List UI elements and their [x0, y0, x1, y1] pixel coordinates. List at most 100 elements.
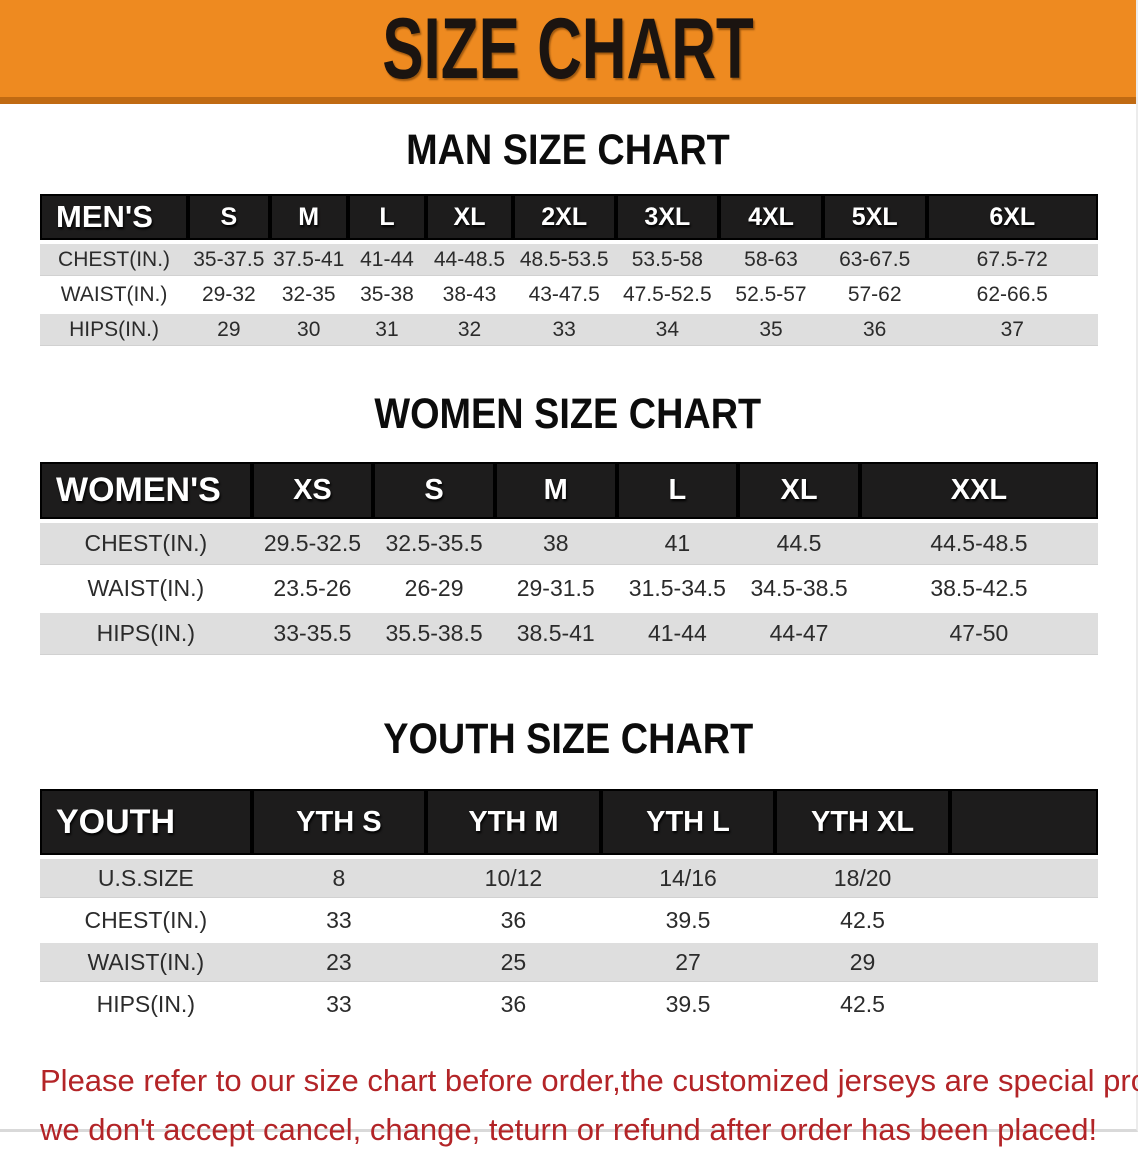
- women-column-header: S: [373, 462, 495, 519]
- size-cell: 35: [719, 314, 823, 345]
- row-label: U.S.SIZE: [40, 859, 252, 897]
- size-cell: 41-44: [616, 613, 739, 654]
- size-cell: 29: [775, 943, 950, 981]
- size-cell: 62-66.5: [976, 282, 1048, 306]
- men-header-row: MEN'S S M L XL 2XL 3XL 4XL 5XL 6XL: [40, 194, 1098, 240]
- youth-column-header: YTH L: [600, 789, 776, 855]
- men-waist-row: WAIST(IN.) 29-32 32-35 35-38 38-43 43-47…: [40, 279, 1098, 310]
- size-cell: 32-35: [281, 282, 336, 306]
- size-cell: 63-67.5: [822, 244, 927, 275]
- size-cell: 44.5-48.5: [859, 523, 1098, 564]
- size-cell: 47.5-52.5: [622, 282, 712, 306]
- size-cell: 34: [615, 314, 720, 345]
- women-header-label: WOMEN'S: [40, 462, 252, 519]
- men-chest-row: CHEST(IN.) 35-37.5 37.5-41 41-44 44-48.5…: [40, 244, 1098, 275]
- size-cell: 44.5: [738, 523, 860, 564]
- size-cell: 35-37.5: [188, 244, 270, 275]
- size-cell: 38.5-42.5: [930, 575, 1028, 601]
- size-cell: 39.5: [665, 990, 711, 1017]
- size-cell: 38.5-41: [494, 613, 617, 654]
- size-cell: 53.5-58: [615, 244, 720, 275]
- men-column-header: 5XL: [822, 194, 927, 240]
- women-section-title: WOMEN SIZE CHART: [0, 393, 1136, 436]
- size-cell: 34.5-38.5: [750, 575, 848, 601]
- women-size-table: WOMEN'S XS S M L XL XXL CHEST(IN.) 29.5-…: [40, 458, 1098, 658]
- women-column-header: M: [494, 462, 617, 519]
- youth-column-header: YTH XL: [775, 789, 950, 855]
- row-label: CHEST(IN.): [84, 906, 208, 933]
- disclaimer-line-2: we don't accept cancel, change, teturn o…: [40, 1111, 1098, 1147]
- men-column-header: S: [188, 194, 270, 240]
- filler-cell: [949, 859, 1098, 897]
- men-column-header: 2XL: [512, 194, 616, 240]
- women-section-title-text: WOMEN SIZE CHART: [374, 390, 762, 438]
- size-cell: 26-29: [404, 575, 464, 601]
- size-cell: 23.5-26: [273, 575, 352, 601]
- men-size-table: MEN'S S M L XL 2XL 3XL 4XL 5XL 6XL CHEST…: [40, 190, 1098, 349]
- size-chart-banner: SIZE CHART: [0, 0, 1136, 104]
- disclaimer-line-1: Please refer to our size chart before or…: [40, 1063, 1138, 1098]
- men-header-label: MEN'S: [40, 194, 189, 240]
- size-cell: 33-35.5: [251, 613, 374, 654]
- men-column-header: 6XL: [926, 194, 1098, 240]
- youth-size-table: YOUTH YTH S YTH M YTH L YTH XL U.S.SIZE …: [40, 785, 1098, 1027]
- men-hips-row: HIPS(IN.) 29 30 31 32 33 34 35 36 37: [40, 314, 1098, 345]
- size-cell: 8: [251, 859, 427, 897]
- youth-section-title: YOUTH SIZE CHART: [0, 718, 1136, 761]
- size-cell: 32.5-35.5: [373, 523, 495, 564]
- size-cell: 18/20: [775, 859, 950, 897]
- size-cell: 33: [326, 990, 352, 1017]
- size-cell: 35.5-38.5: [373, 613, 495, 654]
- men-section-title-text: MAN SIZE CHART: [406, 126, 730, 174]
- women-column-header: L: [616, 462, 739, 519]
- youth-waist-row: WAIST(IN.) 23 25 27 29: [40, 943, 1098, 981]
- size-cell: 52.5-57: [735, 282, 807, 306]
- youth-hips-row: HIPS(IN.) 33 36 39.5 42.5: [40, 985, 1098, 1023]
- size-cell: 38-43: [442, 282, 497, 306]
- banner-title: SIZE CHART: [382, 0, 754, 97]
- size-cell: 31.5-34.5: [628, 575, 726, 601]
- size-cell: 29: [188, 314, 270, 345]
- men-column-header: M: [269, 194, 348, 240]
- size-cell: 38: [494, 523, 617, 564]
- row-label: CHEST(IN.): [40, 523, 252, 564]
- size-cell: 44-48.5: [426, 244, 513, 275]
- disclaimer-note: Please refer to our size chart before or…: [40, 1057, 1138, 1155]
- size-cell: 32: [426, 314, 513, 345]
- filler-cell: [949, 789, 1098, 855]
- row-label: HIPS(IN.): [40, 613, 252, 654]
- size-cell: 58-63: [719, 244, 823, 275]
- size-cell: 33: [326, 906, 352, 933]
- size-cell: 27: [600, 943, 776, 981]
- size-cell: 33: [512, 314, 616, 345]
- size-cell: 39.5: [665, 906, 711, 933]
- size-cell: 42.5: [840, 906, 885, 933]
- size-cell: 47-50: [859, 613, 1098, 654]
- row-label: WAIST(IN.): [87, 575, 205, 601]
- size-cell: 29.5-32.5: [251, 523, 374, 564]
- row-label: WAIST(IN.): [60, 282, 168, 306]
- size-cell: 42.5: [840, 990, 885, 1017]
- size-cell: 37: [926, 314, 1098, 345]
- row-label: HIPS(IN.): [40, 314, 189, 345]
- size-cell: 31: [347, 314, 427, 345]
- size-cell: 41-44: [347, 244, 427, 275]
- size-cell: 25: [426, 943, 601, 981]
- size-cell: 57-62: [847, 282, 902, 306]
- size-cell: 30: [269, 314, 348, 345]
- youth-header-label: YOUTH: [40, 789, 252, 855]
- size-cell: 14/16: [600, 859, 776, 897]
- women-header-row: WOMEN'S XS S M L XL XXL: [40, 462, 1098, 519]
- size-cell: 29-31.5: [516, 575, 595, 601]
- size-cell: 36: [822, 314, 927, 345]
- youth-column-header: YTH S: [251, 789, 427, 855]
- women-hips-row: HIPS(IN.) 33-35.5 35.5-38.5 38.5-41 41-4…: [40, 613, 1098, 654]
- women-column-header: XS: [251, 462, 374, 519]
- filler-cell: [949, 943, 1098, 981]
- row-label: WAIST(IN.): [40, 943, 252, 981]
- women-waist-row: WAIST(IN.) 23.5-26 26-29 29-31.5 31.5-34…: [40, 568, 1098, 609]
- row-label: HIPS(IN.): [96, 990, 195, 1017]
- youth-header-row: YOUTH YTH S YTH M YTH L YTH XL: [40, 789, 1098, 855]
- women-column-header: XXL: [859, 462, 1098, 519]
- size-cell: 44-47: [738, 613, 860, 654]
